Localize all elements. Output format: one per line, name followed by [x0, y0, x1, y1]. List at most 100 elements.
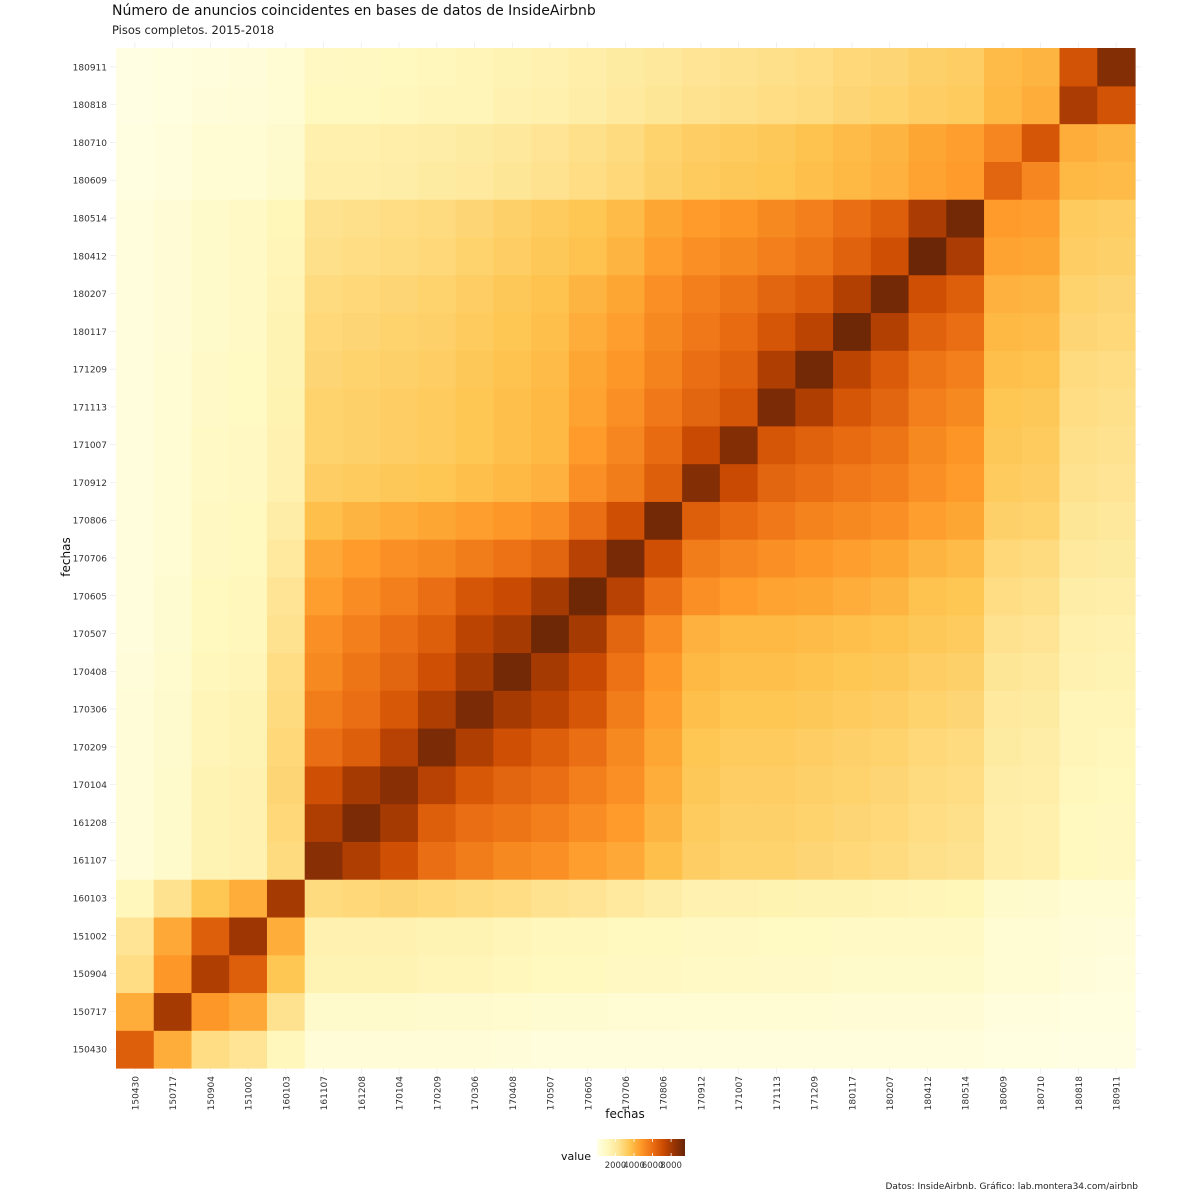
heatmap-cell: [606, 803, 645, 842]
heatmap-cell: [833, 539, 872, 578]
heatmap-cell: [719, 614, 759, 654]
heatmap-cell: [229, 690, 268, 729]
heatmap-cell: [1097, 85, 1136, 125]
heatmap-cell: [833, 690, 872, 729]
heatmap-cell: [417, 501, 457, 540]
heatmap-cell: [870, 312, 910, 351]
heatmap-cell: [757, 539, 796, 578]
heatmap-cell: [757, 728, 796, 767]
heatmap-cell: [153, 539, 193, 578]
heatmap-cell: [455, 48, 495, 87]
heatmap-cell: [153, 614, 193, 654]
heatmap-cell: [417, 576, 457, 616]
heatmap-cell: [116, 501, 155, 540]
heatmap-cell: [606, 1030, 645, 1069]
y-axis-title: fechas: [59, 537, 73, 576]
heatmap-cell: [191, 312, 230, 351]
x-tick-label: 170408: [509, 1076, 519, 1111]
heatmap-cell: [493, 199, 532, 238]
heatmap-cell: [795, 690, 834, 729]
y-tick-label: 171007: [73, 441, 107, 451]
heatmap-cell: [606, 879, 645, 918]
heatmap-cell: [304, 539, 344, 578]
heatmap-cell: [833, 274, 872, 314]
heatmap-cell: [795, 312, 834, 351]
heatmap-cell: [304, 652, 344, 691]
heatmap-cell: [606, 85, 645, 125]
heatmap-cell: [116, 1030, 155, 1069]
heatmap-cell: [417, 614, 457, 654]
heatmap-cell: [531, 1030, 570, 1069]
legend-title: value: [561, 1150, 591, 1163]
heatmap-cell: [1059, 350, 1098, 389]
heatmap-cell: [644, 916, 683, 956]
x-tick-label: 180609: [999, 1076, 1009, 1111]
heatmap-cell: [795, 954, 834, 994]
heatmap-cell: [380, 576, 419, 616]
heatmap-cell: [870, 954, 910, 994]
heatmap-cell: [266, 123, 306, 162]
heatmap-cell: [417, 236, 457, 276]
heatmap-cell: [795, 425, 834, 465]
heatmap-cell: [493, 803, 532, 842]
heatmap-cell: [380, 85, 419, 125]
heatmap-cell: [682, 463, 721, 502]
heatmap-cell: [833, 388, 872, 427]
heatmap-cell: [946, 501, 985, 540]
heatmap-cell: [833, 576, 872, 616]
heatmap-cell: [946, 161, 985, 200]
heatmap-cell: [153, 690, 193, 729]
heatmap-cell: [304, 576, 344, 616]
heatmap-cell: [493, 501, 532, 540]
heatmap-cell: [229, 728, 268, 767]
heatmap-cell: [304, 916, 344, 956]
heatmap-cell: [304, 1030, 344, 1069]
heatmap-cell: [908, 350, 947, 389]
heatmap-cell: [946, 765, 985, 805]
heatmap-cell: [870, 1030, 910, 1069]
heatmap-cell: [266, 388, 306, 427]
heatmap-cell: [266, 992, 306, 1031]
heatmap-cell: [568, 841, 608, 880]
heatmap-cell: [304, 425, 344, 465]
heatmap-cell: [304, 501, 344, 540]
heatmap-cell: [833, 85, 872, 125]
heatmap-cell: [946, 85, 985, 125]
heatmap-cell: [1059, 765, 1098, 805]
heatmap-cell: [342, 841, 381, 880]
heatmap-cell: [984, 463, 1023, 502]
heatmap-cell: [1097, 728, 1136, 767]
heatmap-cell: [870, 841, 910, 880]
heatmap-cell: [153, 954, 193, 994]
heatmap-cell: [455, 879, 495, 918]
heatmap-cell: [1021, 236, 1061, 276]
heatmap-cell: [757, 879, 796, 918]
heatmap-cell: [380, 954, 419, 994]
heatmap-cell: [833, 765, 872, 805]
heatmap-cell: [908, 236, 947, 276]
heatmap-cell: [153, 841, 193, 880]
heatmap-cell: [568, 728, 608, 767]
heatmap-cell: [984, 803, 1023, 842]
heatmap-cell: [757, 161, 796, 200]
y-axis: 150430 150717 150904 151002 160103 161107 1612…: [73, 63, 108, 1055]
heatmap-cell: [908, 916, 947, 956]
heatmap-cell: [1021, 690, 1061, 729]
heatmap-cell: [191, 803, 230, 842]
heatmap-cell: [833, 312, 872, 351]
heatmap-cell: [304, 954, 344, 994]
heatmap-cell: [1097, 161, 1136, 200]
heatmap-cell: [304, 350, 344, 389]
heatmap-cell: [1021, 728, 1061, 767]
heatmap-cell: [908, 199, 947, 238]
heatmap-cell: [153, 765, 193, 805]
heatmap-cell: [493, 388, 532, 427]
heatmap-cell: [946, 312, 985, 351]
heatmap-cell: [606, 350, 645, 389]
heatmap-cell: [1021, 199, 1061, 238]
heatmap-cell: [380, 274, 419, 314]
heatmap-cell: [229, 48, 268, 87]
heatmap-cell: [493, 879, 532, 918]
heatmap-cell: [606, 652, 645, 691]
heatmap-cell: [719, 765, 759, 805]
